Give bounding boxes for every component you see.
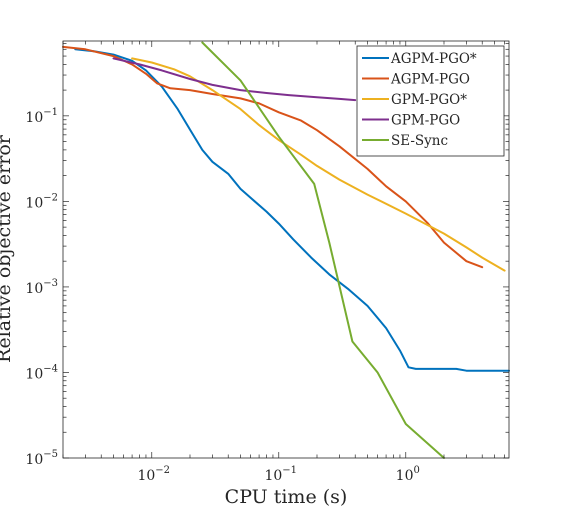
legend-entry: GPM-PGO bbox=[391, 113, 460, 129]
y-tick-labels: 10−5 10−4 10−3 10−2 10−1 bbox=[25, 107, 58, 468]
y-tick-label: 10−4 bbox=[25, 363, 58, 382]
series-line-se-sync bbox=[201, 41, 445, 459]
series-line-agpm-pgo-star bbox=[74, 48, 510, 372]
x-tick-label: 100 bbox=[396, 465, 420, 484]
series-line-gpm-pgo bbox=[112, 57, 357, 102]
legend-entry: AGPM-PGO* bbox=[390, 51, 477, 67]
series-line-gpm-pgo-star bbox=[131, 57, 506, 272]
legend-entry: SE-Sync bbox=[391, 133, 448, 149]
series-line-agpm-pgo bbox=[62, 45, 484, 269]
x-tick-label: 10−1 bbox=[264, 465, 297, 484]
series-layer bbox=[62, 41, 510, 459]
legend-entry: GPM-PGO* bbox=[391, 92, 467, 108]
x-tick-labels: 10−2 10−1 100 bbox=[137, 465, 419, 484]
legend-box bbox=[356, 45, 505, 157]
y-tick-label: 10−3 bbox=[25, 278, 58, 297]
x-axis-label: CPU time (s) bbox=[225, 486, 348, 508]
y-axis-label: Relative objective error bbox=[0, 134, 15, 363]
x-tick-label: 10−2 bbox=[137, 465, 170, 484]
legend-entry: AGPM-PGO bbox=[390, 72, 470, 88]
legend: AGPM-PGO* AGPM-PGO GPM-PGO* GPM-PGO SE-Sync bbox=[356, 45, 505, 157]
tick-layer bbox=[62, 41, 509, 459]
y-tick-label: 10−1 bbox=[25, 107, 58, 126]
y-tick-label: 10−5 bbox=[25, 449, 58, 468]
plot-border bbox=[62, 40, 510, 459]
y-tick-label: 10−2 bbox=[25, 192, 58, 211]
